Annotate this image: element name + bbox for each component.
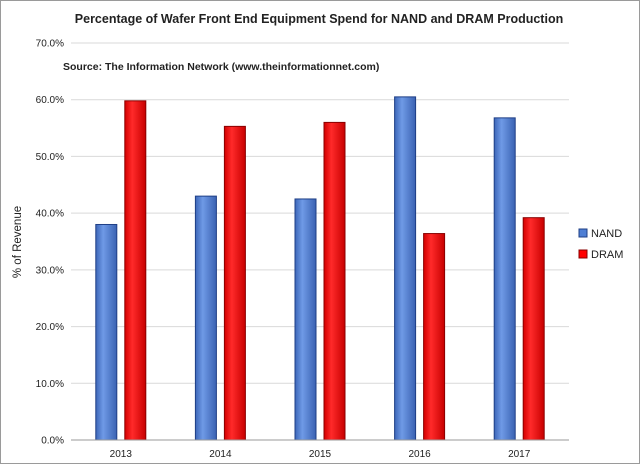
bar-dram-2015 (323, 121, 346, 441)
legend-label-nand: NAND (591, 228, 622, 240)
bar-nand-2016 (394, 96, 417, 441)
x-tick-label: 2015 (309, 449, 332, 460)
bar-dram-2014 (223, 125, 246, 441)
y-tick-label: 40.0% (36, 209, 64, 220)
y-tick-label: 70.0% (36, 39, 64, 50)
y-tick-label: 50.0% (36, 152, 64, 163)
legend-swatch-dram (578, 249, 588, 259)
bar-nand-2013 (95, 223, 118, 441)
y-tick-label: 20.0% (36, 322, 64, 333)
y-axis-label: % of Revenue (12, 206, 24, 278)
legend-label-dram: DRAM (591, 249, 623, 261)
legend-swatch-nand (578, 228, 588, 238)
x-tick-label: 2013 (110, 449, 133, 460)
x-tick-labels: 2013 2014 2015 2016 2017 (110, 449, 531, 460)
gridlines (71, 42, 569, 384)
bar-nand-2017 (493, 117, 516, 441)
legend: NAND DRAM (578, 228, 623, 261)
y-tick-label: 30.0% (36, 265, 64, 276)
bars (95, 96, 545, 441)
bar-dram-2017 (522, 217, 545, 441)
x-tick-label: 2017 (508, 449, 531, 460)
chart-title: Percentage of Wafer Front End Equipment … (75, 12, 563, 26)
y-tick-labels: 0.0% 10.0% 20.0% 30.0% 40.0% 50.0% 60.0% 70.0% (36, 39, 64, 447)
source-annotation: Source: The Information Network (www.the… (63, 61, 379, 73)
x-tick-label: 2016 (408, 449, 431, 460)
bar-nand-2015 (294, 198, 317, 441)
bar-dram-2013 (124, 100, 147, 441)
x-tick-label: 2014 (209, 449, 232, 460)
y-tick-label: 0.0% (41, 436, 64, 447)
bar-nand-2014 (194, 195, 217, 441)
y-tick-label: 10.0% (36, 379, 64, 390)
bar-dram-2016 (423, 233, 446, 441)
y-tick-label: 60.0% (36, 95, 64, 106)
